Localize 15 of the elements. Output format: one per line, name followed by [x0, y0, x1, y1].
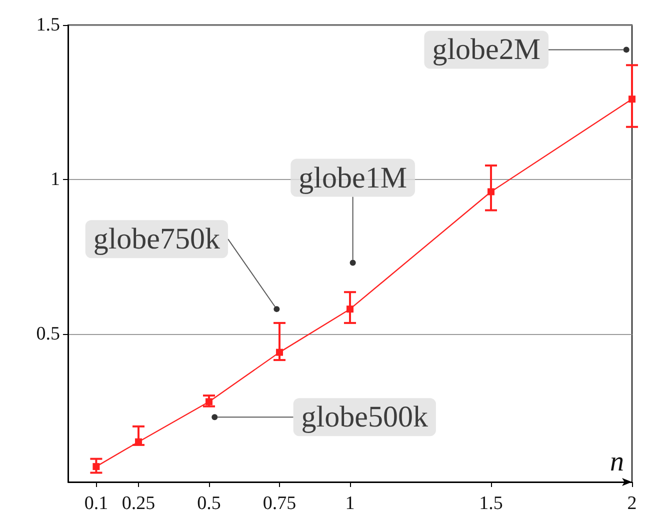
x-tick-label: 2: [627, 493, 637, 514]
x-tick-label: 1.5: [479, 493, 503, 514]
y-tick-label: 1.5: [36, 14, 60, 36]
x-tick-label: 0.5: [197, 493, 221, 514]
annotation: globe2M: [432, 33, 541, 66]
x-tick-label: 1: [345, 493, 355, 514]
x-axis-title: n: [610, 446, 624, 478]
annotation: globe750k: [93, 222, 220, 256]
x-tick-label: 0.75: [262, 493, 296, 514]
x-tick-label: 0.1: [84, 493, 108, 514]
y-tick-label: 1: [50, 168, 60, 190]
annotation: globe500k: [301, 400, 428, 434]
annotation: globe1M: [298, 161, 407, 194]
x-tick-label: 0.25: [122, 493, 156, 514]
y-tick-label: 0.5: [36, 323, 60, 344]
